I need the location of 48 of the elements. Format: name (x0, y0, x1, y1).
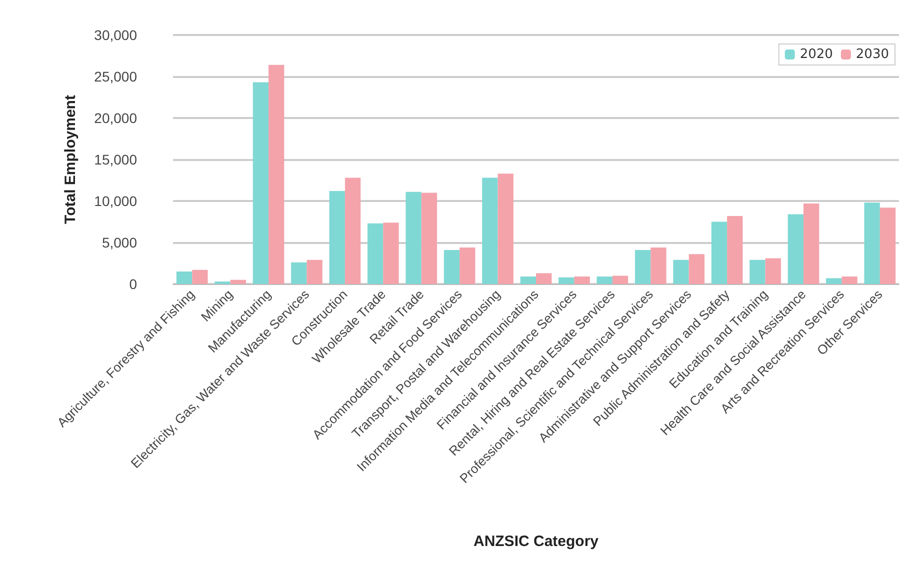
bar (252, 82, 269, 284)
bar (367, 223, 384, 284)
bar (634, 250, 651, 284)
y-axis-title: Total Employment (62, 95, 79, 224)
bar (421, 192, 438, 284)
bar (383, 222, 399, 284)
bar (306, 260, 322, 284)
bar (765, 258, 781, 284)
bar (727, 216, 743, 284)
bar (344, 178, 361, 284)
bar (826, 278, 842, 284)
bar (460, 247, 476, 284)
bar (650, 247, 666, 284)
bar (482, 178, 498, 284)
bar (688, 254, 705, 284)
bar (444, 250, 460, 284)
y-tick-label: 10,000 (94, 193, 138, 209)
bar (536, 273, 552, 284)
y-tick-label: 0 (129, 276, 138, 292)
bar (520, 276, 536, 284)
y-tick-label: 25,000 (94, 68, 138, 84)
y-tick-label: 20,000 (94, 110, 138, 126)
bar (612, 276, 628, 284)
bar (673, 260, 689, 284)
bar (788, 214, 804, 284)
bar (291, 262, 307, 284)
bar (596, 276, 612, 284)
bar (574, 276, 590, 284)
x-axis-title: ANZSIC Category (473, 533, 600, 550)
bar (230, 280, 246, 284)
bar (864, 202, 880, 284)
bar (176, 272, 192, 284)
bar (498, 174, 514, 284)
bar (406, 192, 422, 284)
bar (558, 277, 574, 284)
legend-label: 2030 (856, 47, 890, 62)
bar (329, 191, 345, 284)
legend-label: 2020 (800, 47, 833, 62)
bar (842, 276, 858, 284)
bar (192, 270, 208, 284)
bar (711, 222, 728, 284)
bar (880, 208, 896, 284)
bar (803, 203, 820, 284)
bar (268, 64, 284, 284)
y-tick-label: 15,000 (94, 152, 138, 168)
y-tick-label: 30,000 (94, 27, 138, 43)
y-tick-label: 5,000 (102, 234, 138, 250)
bar (750, 260, 766, 284)
